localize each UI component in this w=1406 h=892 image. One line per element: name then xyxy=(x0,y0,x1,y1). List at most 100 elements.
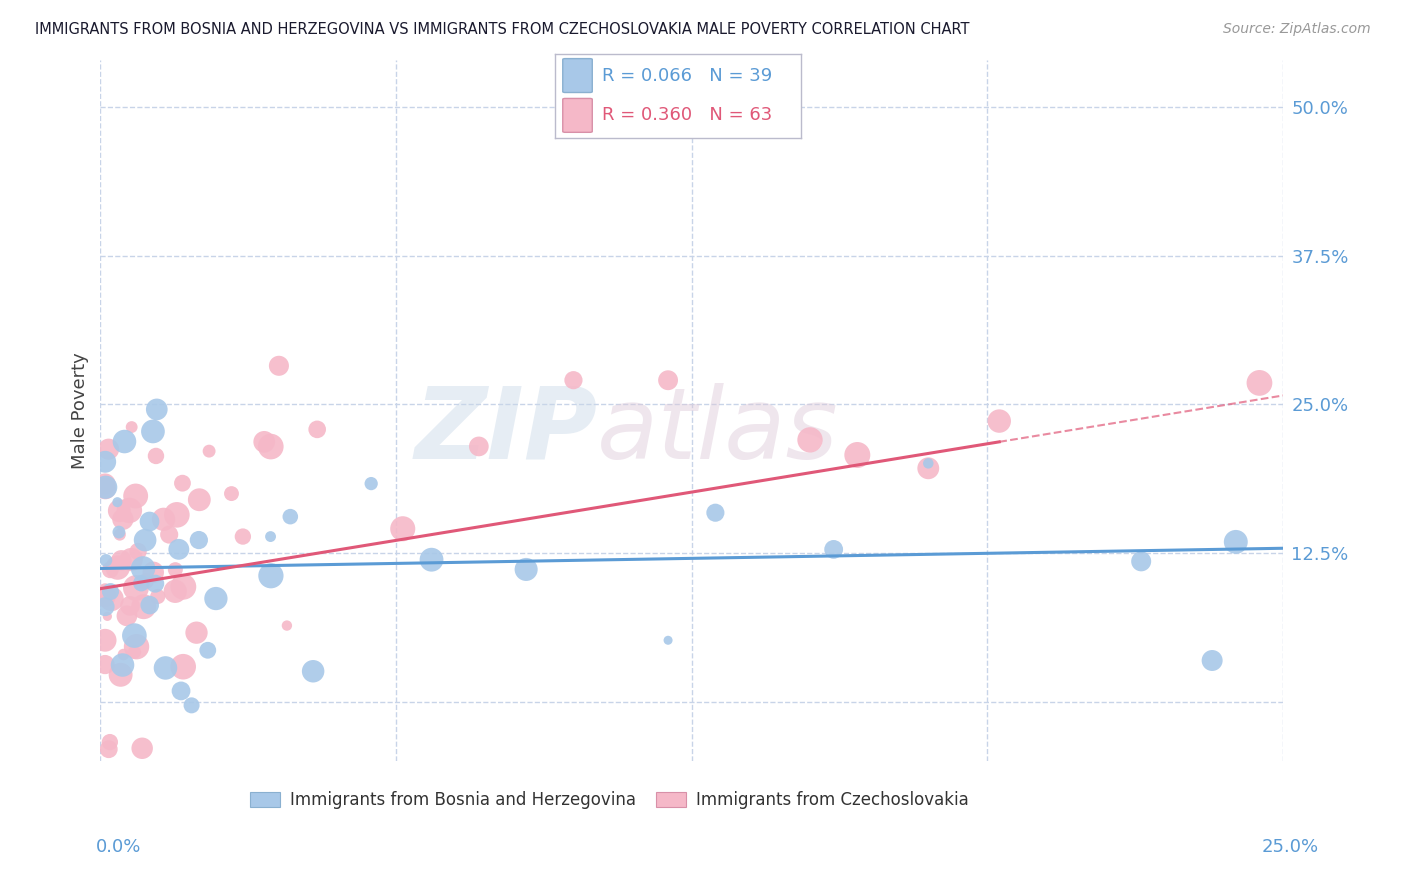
Point xyxy=(260,568,283,582)
Point xyxy=(118,503,141,517)
Point xyxy=(97,742,120,756)
Point xyxy=(118,599,141,613)
Point xyxy=(657,373,679,387)
Point xyxy=(221,486,243,500)
Point xyxy=(657,633,679,648)
Point xyxy=(124,489,146,503)
Point xyxy=(172,580,194,594)
Point xyxy=(94,553,117,567)
Point xyxy=(94,657,117,672)
Point xyxy=(94,480,117,494)
Point xyxy=(98,735,121,749)
Point xyxy=(110,553,132,567)
Point xyxy=(132,599,155,614)
Point xyxy=(138,515,160,529)
Point xyxy=(1130,554,1153,568)
Point xyxy=(253,434,276,449)
Text: R = 0.360   N = 63: R = 0.360 N = 63 xyxy=(602,106,772,124)
Point xyxy=(125,581,148,595)
Point xyxy=(165,584,187,599)
Point xyxy=(100,584,122,599)
Point xyxy=(186,625,208,640)
Point xyxy=(94,633,117,648)
Point xyxy=(267,359,290,373)
Text: 25.0%: 25.0% xyxy=(1261,838,1319,856)
Point xyxy=(360,476,382,491)
Point xyxy=(198,444,221,458)
Point xyxy=(823,542,845,557)
Y-axis label: Male Poverty: Male Poverty xyxy=(72,352,89,468)
Point xyxy=(167,542,190,557)
Point xyxy=(125,640,148,654)
Point xyxy=(121,420,143,434)
Point xyxy=(94,591,117,605)
Point xyxy=(917,456,939,470)
Text: R = 0.066   N = 39: R = 0.066 N = 39 xyxy=(602,67,772,85)
Point xyxy=(187,533,209,547)
Point xyxy=(391,522,413,536)
Point xyxy=(515,562,537,576)
Point xyxy=(135,574,157,588)
Point xyxy=(111,512,134,526)
Point xyxy=(114,434,136,449)
Point xyxy=(278,509,301,524)
Text: Source: ZipAtlas.com: Source: ZipAtlas.com xyxy=(1223,22,1371,37)
Point xyxy=(146,402,169,417)
Point xyxy=(146,590,169,604)
Point xyxy=(188,492,211,507)
Point xyxy=(143,576,166,591)
Text: 0.0%: 0.0% xyxy=(96,838,141,856)
Point xyxy=(260,440,283,454)
Point xyxy=(799,433,821,447)
Point xyxy=(134,533,156,548)
Point xyxy=(152,512,174,526)
Point xyxy=(142,425,165,439)
Point xyxy=(468,439,491,453)
Point xyxy=(562,373,585,387)
Point xyxy=(94,477,117,491)
Point xyxy=(94,482,117,496)
Point xyxy=(112,648,135,662)
Point xyxy=(124,629,146,643)
Legend: Immigrants from Bosnia and Herzegovina, Immigrants from Czechoslovakia: Immigrants from Bosnia and Herzegovina, … xyxy=(243,785,974,816)
Point xyxy=(172,476,194,491)
Point xyxy=(302,665,325,679)
Point xyxy=(132,561,155,575)
Point xyxy=(917,461,939,475)
Point xyxy=(94,599,117,614)
Point xyxy=(108,525,131,540)
Point xyxy=(1249,376,1271,390)
Point xyxy=(172,659,194,673)
Point xyxy=(704,506,727,520)
Point xyxy=(100,591,122,606)
Point xyxy=(232,530,254,544)
Point xyxy=(115,608,138,623)
Point xyxy=(98,563,121,577)
Point xyxy=(94,589,117,603)
Point xyxy=(94,455,117,469)
Point xyxy=(94,582,117,597)
FancyBboxPatch shape xyxy=(562,98,592,132)
Point xyxy=(276,618,298,632)
Point xyxy=(1225,535,1247,549)
Point xyxy=(97,442,120,457)
Point xyxy=(180,698,202,713)
Point xyxy=(165,563,187,577)
Point xyxy=(205,591,228,606)
Point xyxy=(138,598,160,612)
Point xyxy=(170,684,193,698)
Point xyxy=(108,527,131,541)
Point xyxy=(142,566,165,580)
Point xyxy=(124,645,146,659)
Point xyxy=(846,448,869,462)
Point xyxy=(96,609,118,624)
Point xyxy=(259,530,281,544)
Point xyxy=(155,661,177,675)
Point xyxy=(110,668,132,682)
Point xyxy=(157,527,180,541)
Point xyxy=(120,552,142,566)
Text: ZIP: ZIP xyxy=(415,383,598,480)
Point xyxy=(131,741,153,756)
Point xyxy=(105,495,128,509)
FancyBboxPatch shape xyxy=(562,59,592,93)
